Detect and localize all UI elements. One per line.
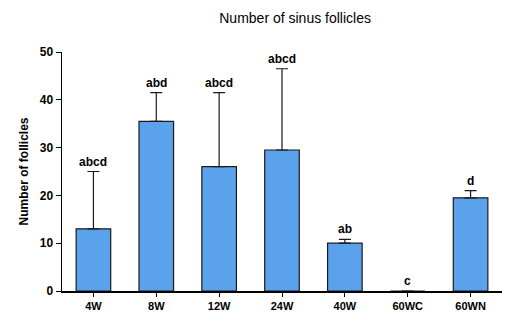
svg-text:20: 20	[40, 189, 54, 203]
svg-text:4W: 4W	[85, 300, 102, 312]
svg-text:Number of follicles: Number of follicles	[17, 117, 31, 225]
svg-text:0: 0	[46, 284, 53, 298]
svg-text:d: d	[467, 174, 474, 188]
svg-text:Number of sinus follicles: Number of sinus follicles	[219, 10, 371, 26]
svg-text:24W: 24W	[271, 300, 294, 312]
svg-text:8W: 8W	[148, 300, 165, 312]
svg-text:30: 30	[40, 141, 54, 155]
svg-text:abd: abd	[146, 76, 167, 90]
svg-text:60WC: 60WC	[392, 300, 423, 312]
svg-text:50: 50	[40, 45, 54, 59]
svg-text:40: 40	[40, 93, 54, 107]
svg-text:c: c	[404, 274, 411, 288]
svg-text:10: 10	[40, 236, 54, 250]
svg-text:ab: ab	[338, 222, 352, 236]
svg-text:abcd: abcd	[205, 76, 233, 90]
svg-text:60WN: 60WN	[455, 300, 486, 312]
svg-text:40W: 40W	[334, 300, 357, 312]
svg-text:abcd: abcd	[268, 52, 296, 66]
svg-text:12W: 12W	[208, 300, 231, 312]
svg-text:abcd: abcd	[79, 155, 107, 169]
